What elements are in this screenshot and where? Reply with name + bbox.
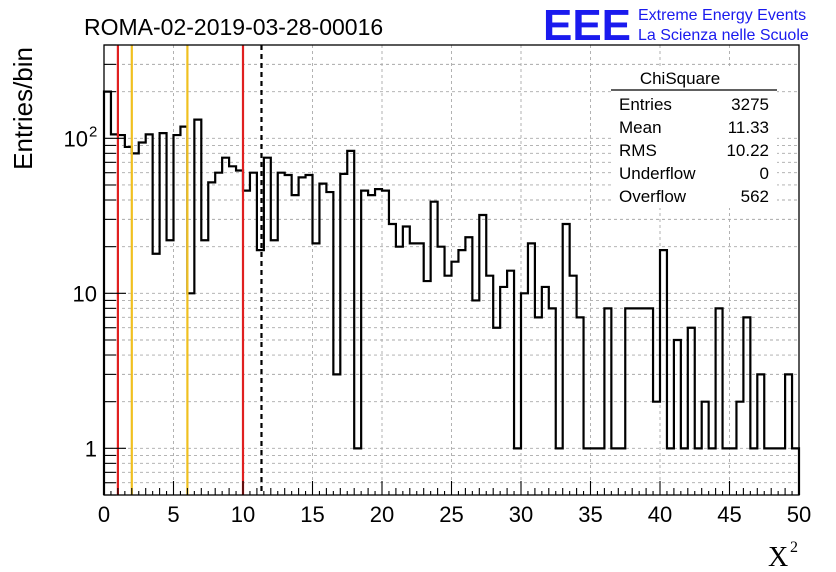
stats-box: ChiSquare Entries 3275 Mean 11.33 RMS 10.22 Un… xyxy=(611,68,777,208)
x-tick-label: 5 xyxy=(167,502,179,527)
y-tick-label: 10 xyxy=(73,281,97,306)
histogram-bars xyxy=(102,90,801,495)
eee-logo: EEE Extreme Energy Events La Scienza nel… xyxy=(543,1,809,50)
x-tick-label: 20 xyxy=(370,502,394,527)
y-tick-label: 10 xyxy=(64,126,88,151)
x-tick-label: 50 xyxy=(787,502,811,527)
stats-row-label: Underflow xyxy=(619,164,696,183)
stats-row-label: Mean xyxy=(619,118,662,137)
x-axis-label-sup: 2 xyxy=(790,539,798,556)
x-tick-label: 45 xyxy=(717,502,741,527)
stats-row-value: 10.22 xyxy=(726,141,769,160)
y-axis-label: Entries/bin xyxy=(8,47,38,170)
x-tick-label: 0 xyxy=(98,502,110,527)
x-tick-label: 35 xyxy=(578,502,602,527)
logo-line-2: La Scienza nelle Scuole xyxy=(638,27,809,44)
x-axis-label: X 2 xyxy=(768,539,798,572)
stats-row-label: Overflow xyxy=(619,187,687,206)
stats-row-label: Entries xyxy=(619,95,672,114)
grid xyxy=(104,45,799,495)
stats-title: ChiSquare xyxy=(640,69,720,88)
stats-row-label: RMS xyxy=(619,141,657,160)
x-tick-label: 30 xyxy=(509,502,533,527)
reference-lines xyxy=(116,45,263,495)
x-tick-label: 40 xyxy=(648,502,672,527)
y-tick-label: 1 xyxy=(85,436,97,461)
y-tick-label-sup: 2 xyxy=(89,123,97,140)
stats-rows: Entries 3275 Mean 11.33 RMS 10.22 Underflow 0 Ov… xyxy=(619,95,769,206)
histogram-outline xyxy=(102,90,801,495)
x-tick-label: 10 xyxy=(231,502,255,527)
x-tick-label: 25 xyxy=(439,502,463,527)
stats-row-value: 0 xyxy=(760,164,769,183)
logo-letters: EEE xyxy=(543,1,631,50)
stats-row-value: 11.33 xyxy=(728,118,769,137)
chart-title: ROMA-02-2019-03-28-00016 xyxy=(84,14,383,40)
logo-line-1: Extreme Energy Events xyxy=(638,7,806,24)
x-tick-label: 15 xyxy=(300,502,324,527)
stats-row-value: 3275 xyxy=(731,95,769,114)
stats-background xyxy=(611,68,777,208)
stats-row-value: 562 xyxy=(741,187,769,206)
x-axis-label-main: X xyxy=(768,542,788,572)
